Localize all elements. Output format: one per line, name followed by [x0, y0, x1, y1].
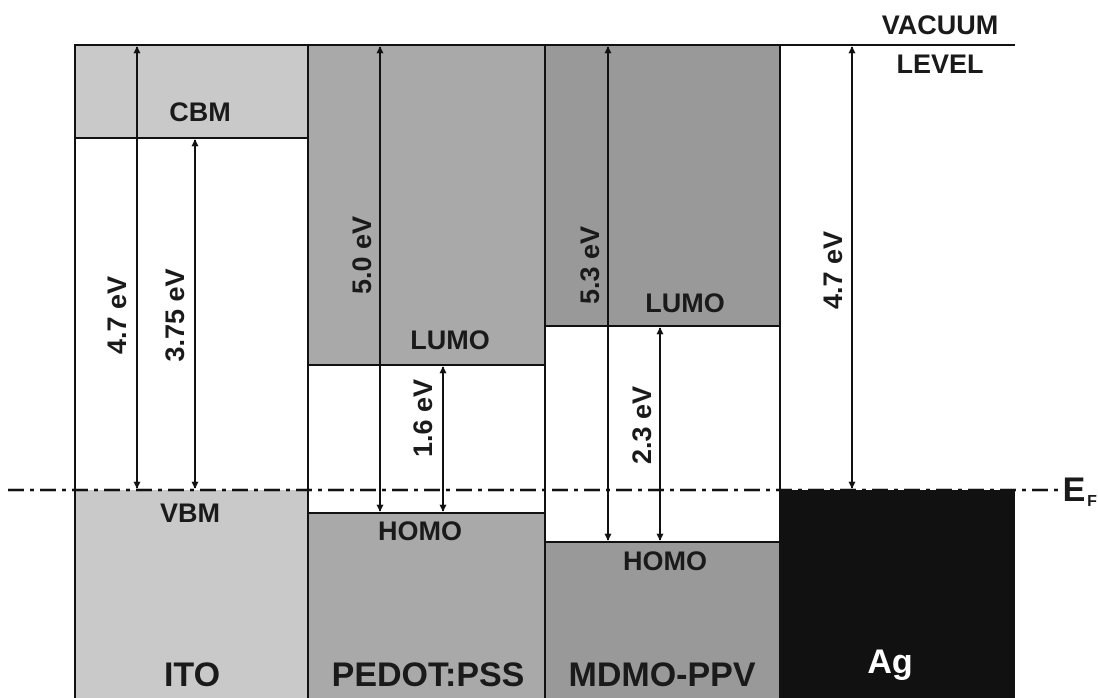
band-label: HOMO [378, 516, 462, 546]
gap-label: 3.75 eV [160, 268, 190, 361]
layer-name: Ag [867, 643, 912, 681]
gap-label: 5.0 eV [347, 216, 377, 294]
band-label: HOMO [623, 546, 707, 576]
gap-label: 5.3 eV [575, 226, 605, 304]
vacuum-label: VACUUM [882, 10, 999, 40]
band-label: VBM [160, 498, 220, 528]
mdmo-upper [545, 45, 780, 326]
fermi-sub: F [1087, 493, 1097, 510]
band-label: LUMO [645, 288, 724, 318]
band-label: CBM [169, 97, 231, 127]
band-label: LUMO [410, 325, 489, 355]
ito-vb [75, 490, 308, 698]
ito-cb [75, 45, 308, 138]
layer-name: PEDOT:PSS [332, 656, 525, 694]
gap-label: 1.6 eV [408, 379, 438, 457]
ag-block [780, 490, 1015, 698]
gap-label: 4.7 eV [818, 231, 848, 309]
gap-label: 4.7 eV [102, 276, 132, 354]
gap-label: 2.3 eV [627, 386, 657, 464]
pedot-upper [308, 45, 545, 365]
fermi-label: E [1063, 471, 1086, 509]
vacuum-label: LEVEL [896, 49, 983, 79]
pedot-lower [308, 513, 545, 698]
layer-name: ITO [164, 656, 220, 694]
mdmo-lower [545, 542, 780, 698]
layer-name: MDMO-PPV [569, 656, 756, 694]
